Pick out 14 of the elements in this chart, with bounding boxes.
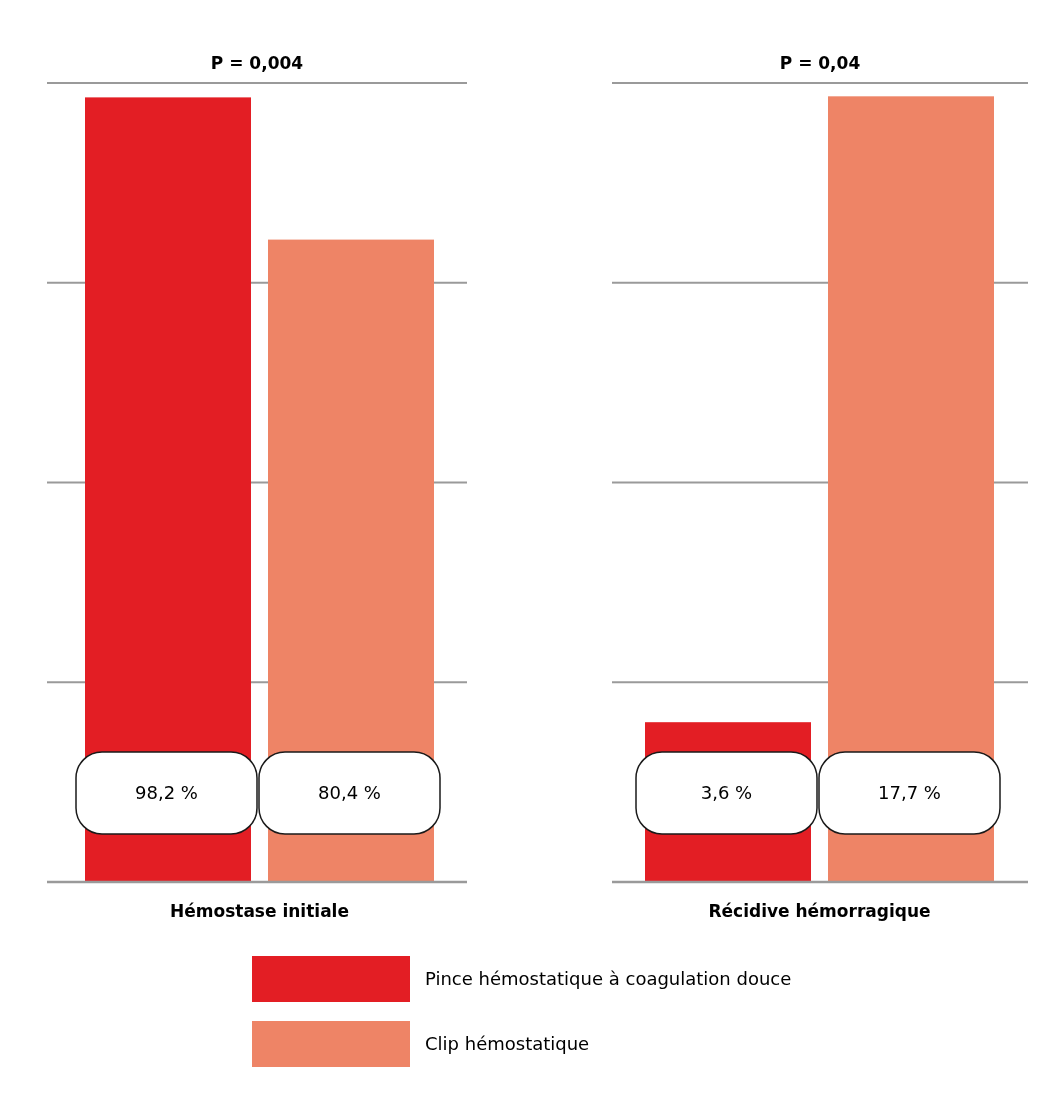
chart-title: P = 0,004 — [210, 53, 304, 73]
text: Clip hémostatique — [425, 1033, 590, 1055]
data-label: 80,4 % — [318, 782, 381, 804]
label-box: 98,2 % — [75, 751, 258, 835]
text: Pince hémostatique à coagulation douce — [425, 968, 792, 990]
chart-title: P = 0,04 — [779, 53, 861, 73]
label-box: 17,7 % — [818, 751, 1001, 835]
x-axis-title: Récidive hémorragique — [708, 901, 931, 921]
label-box: 3,6 % — [635, 751, 818, 835]
data-label: 98,2 % — [135, 782, 198, 804]
data-label: 17,7 % — [878, 782, 941, 804]
x-axis-title: Hémostase initiale — [170, 901, 349, 921]
label-box: 80,4 % — [258, 751, 441, 835]
data-label: 3,6 % — [700, 782, 753, 804]
